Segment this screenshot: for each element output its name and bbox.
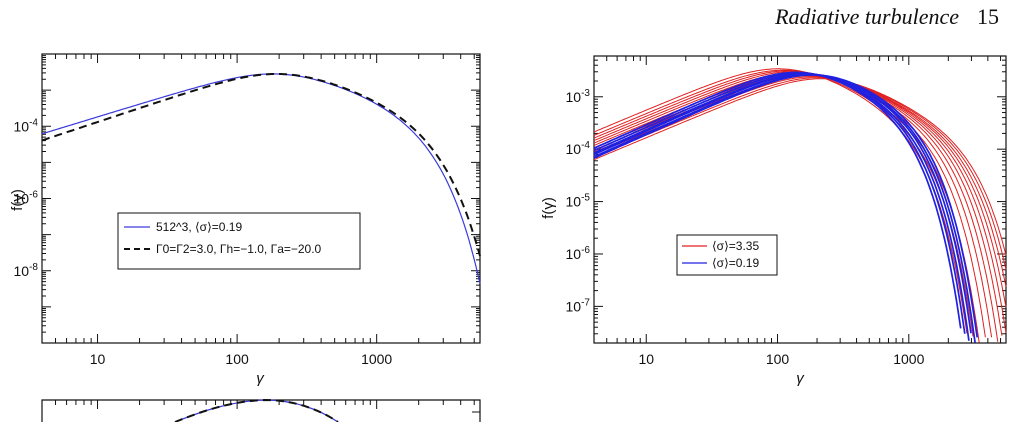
panel2-series-0-curve — [593, 76, 1007, 288]
panel2-y-axis-label: f(γ) — [540, 197, 557, 219]
panel3-series-1 — [174, 398, 339, 422]
panel2-y-tick-label: 10-3 — [566, 88, 591, 105]
panel2-y-tick-label: 10-6 — [566, 245, 591, 262]
panel1-y-tick-label: 10-4 — [14, 117, 39, 134]
panel2-series-1-curve — [593, 74, 979, 338]
panel2-series-0-curve — [593, 72, 999, 342]
panel1-series-1 — [41, 73, 481, 257]
panel2-series-1-curve — [593, 73, 972, 334]
panel2-y-tick-label: 10-4 — [566, 140, 591, 157]
panel1-legend-label: 512^3, ⟨σ⟩=0.19 — [156, 220, 242, 234]
running-title: Radiative turbulence — [775, 4, 959, 29]
panel1-y-axis-label: f(γ) — [9, 189, 26, 211]
panel2-legend-label: ⟨σ⟩=3.35 — [712, 239, 759, 253]
panel2-x-tick-label: 1000 — [893, 351, 924, 367]
panel2-series-0-curve — [593, 78, 1007, 256]
panel2-series-0-curve — [593, 75, 1007, 308]
panel2-x-tick-label: 100 — [766, 351, 790, 367]
panel1-frame — [41, 53, 481, 344]
page-header: Radiative turbulence 15 — [775, 4, 999, 30]
page-number: 15 — [977, 4, 999, 29]
panel1-y-tick-label: 10-6 — [14, 190, 39, 207]
panel2-series-0-curve — [593, 72, 993, 338]
panel2-legend-label: ⟨σ⟩=0.19 — [712, 256, 759, 270]
panel2-series-1-curve — [593, 71, 962, 329]
panel2-series-0-curve — [593, 73, 1003, 336]
panel1-legend-label: Γ0=Γ2=3.0, Γh=−1.0, Γa=−20.0 — [156, 242, 322, 256]
panel2-y-tick-label: 10-5 — [566, 193, 591, 210]
panel2-series-0-curve — [593, 68, 968, 334]
panel3-frame — [41, 399, 481, 422]
panel2-frame — [593, 55, 1007, 344]
panel1-x-tick-label: 10 — [90, 351, 106, 367]
panel2-x-axis-label: γ — [796, 370, 805, 387]
panel1-legend-box — [117, 212, 361, 270]
panel1-y-tick-label: 10-8 — [14, 262, 39, 279]
panel2-series-0-curve — [593, 69, 974, 337]
panel2-y-tick-label: 10-7 — [566, 297, 591, 314]
panel3-series-0 — [174, 399, 339, 422]
panel2-series-0-curve — [593, 77, 1007, 270]
panel2-x-tick-label: 10 — [638, 351, 654, 367]
panel2-series-1-curve — [593, 72, 966, 334]
panel2-legend-box — [676, 234, 778, 276]
panel2-series-0-curve — [593, 71, 986, 338]
panel1-x-tick-label: 100 — [225, 351, 249, 367]
panel1-x-axis-label: γ — [256, 370, 265, 387]
panel1-x-tick-label: 1000 — [361, 351, 392, 367]
